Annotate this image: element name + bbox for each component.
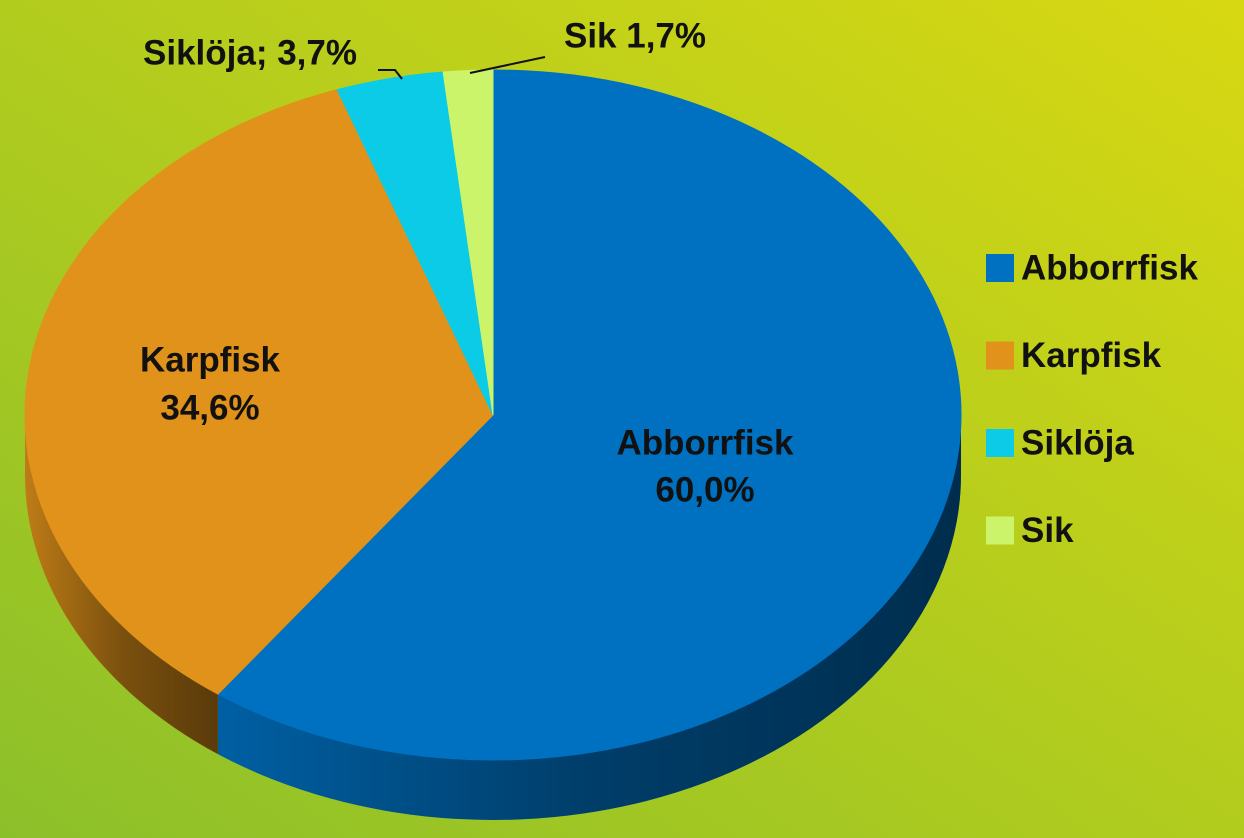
slice [442,69,494,416]
slice-side-shade [217,415,961,820]
legend: Abborrfisk Karpfisk Siklöja Sik [986,248,1199,550]
slice [24,89,494,695]
pie [24,69,962,820]
labels: Abborrfisk 60,0% Karpfisk 34,6% Siklöja; 3,7… [140,16,794,509]
legend-label: Sik [1021,511,1074,550]
slice [217,69,962,761]
data-label: Siklöja; 3,7% [143,33,357,72]
data-label-category: Abborrfisk [617,423,795,462]
data-label: Sik 1,7% [564,16,706,55]
leader-line [378,69,403,80]
legend-swatch [986,429,1014,457]
legend-label: Siklöja [1021,423,1134,462]
legend-swatch [986,516,1014,545]
data-label: 34,6% [160,388,259,427]
data-label: 60,0% [655,470,754,509]
legend-swatch [986,341,1014,370]
data-label-category: Karpfisk [140,340,281,379]
slice-side-shade [25,415,218,755]
legend-label: Abborrfisk [1021,248,1199,287]
leader-line [469,56,546,74]
legend-label: Karpfisk [1021,336,1162,375]
legend-swatch [986,254,1014,282]
